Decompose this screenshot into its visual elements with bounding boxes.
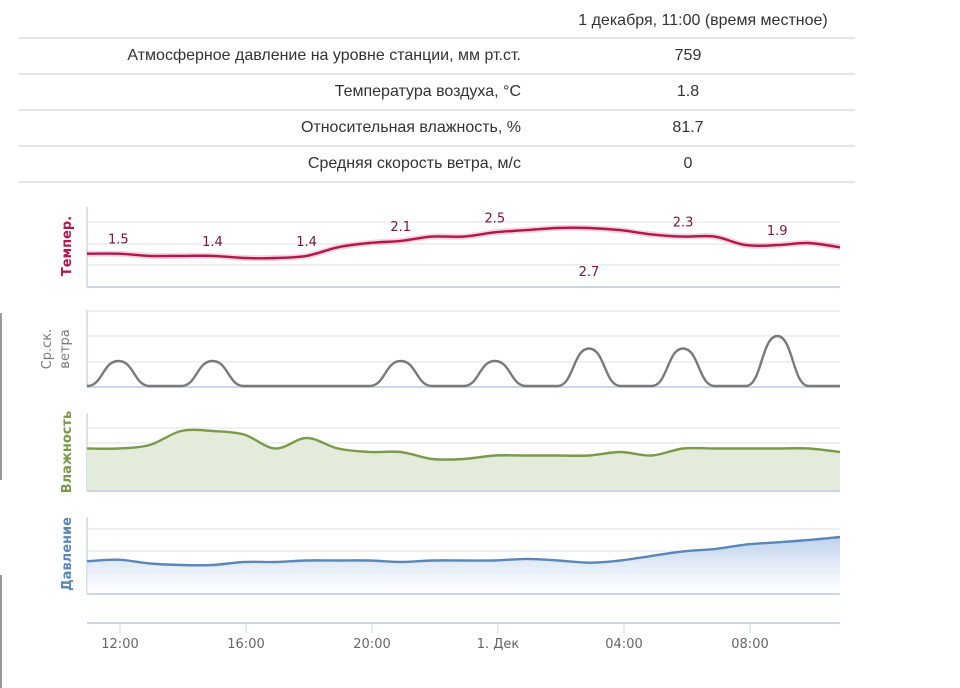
- observation-time: 1 декабря, 11:00 (время местное): [521, 5, 855, 39]
- row-label-wind: Средняя скорость ветра, м/с: [19, 146, 521, 183]
- temperature-data-label: 2.5: [485, 211, 506, 226]
- pressure-chart: Давление: [60, 517, 841, 595]
- time-tick-label: 16:00: [227, 637, 264, 652]
- pressure-area: [87, 537, 840, 594]
- time-tick-label: 08:00: [731, 637, 768, 652]
- table-row: Относительная влажность, % 81.7: [19, 110, 855, 147]
- table-header-row: 1 декабря, 11:00 (время местное): [19, 5, 855, 39]
- humidity-axis-label: Влажность: [60, 411, 75, 494]
- time-tick-label: 04:00: [605, 637, 642, 652]
- pressure-axis-label: Давление: [60, 517, 75, 591]
- wind-speed-chart: Ср.ск. ветра: [40, 310, 840, 388]
- time-tick-label: 20:00: [353, 637, 390, 652]
- humidity-line: [86, 428, 841, 461]
- temperature-data-label: 2.1: [390, 220, 411, 235]
- temperature-data-label: 1.4: [296, 235, 317, 250]
- time-tick-label: 12:00: [101, 637, 138, 652]
- table-row: Атмосферное давление на уровне станции, …: [19, 38, 855, 75]
- time-axis: 12:00 16:00 20:00 1. Дек 04:00 08:00: [87, 622, 840, 652]
- temperature-data-label: 2.3: [673, 216, 694, 231]
- row-value-temperature: 1.8: [521, 74, 855, 111]
- temperature-data-label: 2.7: [579, 265, 600, 280]
- row-label-pressure: Атмосферное давление на уровне станции, …: [19, 38, 521, 75]
- temperature-line: [86, 226, 841, 260]
- wind-axis-label-line2: ветра: [58, 329, 73, 368]
- humidity-area: [87, 429, 840, 491]
- header-empty-cell: [19, 5, 521, 39]
- temperature-line-glow: [86, 224, 841, 262]
- temperature-axis-label: Темпер.: [60, 216, 75, 276]
- wind-axis-label-line1: Ср.ск.: [40, 329, 55, 370]
- table-row: Температура воздуха, °C 1.8: [19, 74, 855, 111]
- page-edge-line: [0, 575, 2, 688]
- row-label-temperature: Температура воздуха, °C: [19, 74, 521, 111]
- row-value-wind: 0: [521, 146, 855, 183]
- pressure-line: [86, 535, 841, 567]
- table-row: Средняя скорость ветра, м/с 0: [19, 146, 855, 183]
- temperature-data-label: 1.5: [108, 233, 129, 248]
- temperature-data-label: 1.4: [202, 235, 223, 250]
- page-edge-line: [0, 313, 2, 480]
- humidity-chart: Влажность: [60, 411, 841, 494]
- observation-table: 1 декабря, 11:00 (время местное) Атмосфе…: [19, 5, 855, 183]
- row-value-humidity: 81.7: [521, 110, 855, 147]
- wind-speed-line: [86, 334, 840, 388]
- time-tick-label: 1. Дек: [477, 637, 520, 652]
- row-label-humidity: Относительная влажность, %: [19, 110, 521, 147]
- temperature-chart: Темпер. 1.5 1.4 1.4 2.1 2.5 2.7 2.3 1.9: [60, 207, 841, 288]
- temperature-data-label: 1.9: [767, 224, 788, 239]
- row-value-pressure: 759: [521, 38, 855, 75]
